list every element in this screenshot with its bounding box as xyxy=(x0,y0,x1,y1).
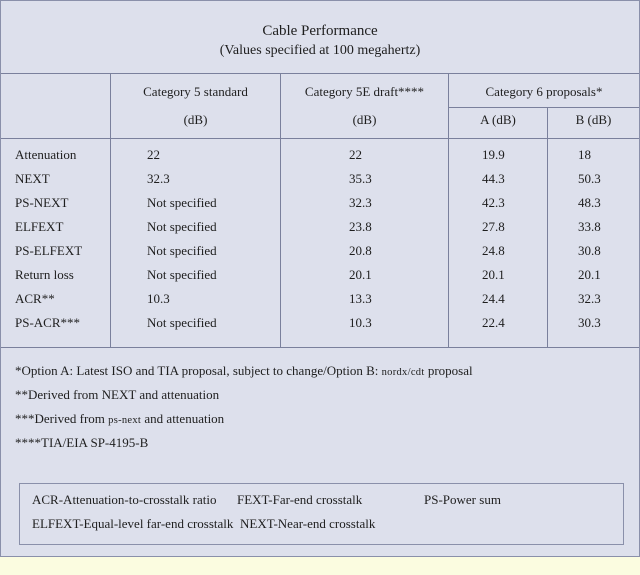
cell-cat5e: 13.3 xyxy=(349,291,372,306)
footnote-ps-acr-smallcaps: ps-next xyxy=(108,415,142,426)
cell-cat5e: 35.3 xyxy=(349,171,372,186)
header-cat5e: Category 5E draft**** xyxy=(304,84,425,99)
cell-cat5: 32.3 xyxy=(147,171,170,186)
legend-ps: PS-Power sum xyxy=(424,492,501,507)
rule-under-header xyxy=(1,138,639,139)
footnote-option-tail: proposal xyxy=(424,363,473,378)
row-label: Return loss xyxy=(15,267,74,282)
cell-cat5e: 10.3 xyxy=(349,315,372,330)
footnote-ps-acr-text: ***Derived from xyxy=(15,411,109,426)
cell-cat6-b: 48.3 xyxy=(578,195,601,210)
footnote-cat5e-source: ****TIA/EIA SP-4195-B xyxy=(15,435,149,450)
col-divider-1 xyxy=(110,73,111,347)
cell-cat6-b: 30.8 xyxy=(578,243,601,258)
header-cat6: Category 6 proposals* xyxy=(485,84,603,99)
cell-cat6-a: 24.8 xyxy=(482,243,505,258)
rule-cat6-subheader xyxy=(448,107,639,108)
col-divider-3 xyxy=(448,73,449,347)
cell-cat6-b: 20.1 xyxy=(578,267,601,282)
rule-under-data xyxy=(1,347,639,348)
footnote-acr: **Derived from NEXT and attenuation xyxy=(15,387,220,402)
table-subtitle: (Values specified at 100 megahertz) xyxy=(219,43,421,58)
cable-performance-card: Cable Performance (Values specified at 1… xyxy=(0,0,640,557)
cell-cat5e: 20.1 xyxy=(349,267,372,282)
footnote-ps-acr-tail: and attenuation xyxy=(141,411,225,426)
footnote-option-text: *Option A: Latest ISO and TIA proposal, … xyxy=(15,363,382,378)
row-label: PS-ELFEXT xyxy=(15,243,83,258)
rule-under-title xyxy=(1,73,639,74)
cell-cat6-a: 20.1 xyxy=(482,267,505,282)
header-cat5: Category 5 standard xyxy=(143,84,248,99)
header-cat6-b: B (dB) xyxy=(575,112,612,127)
col-divider-4 xyxy=(547,107,548,347)
header-cat5e-unit: (dB) xyxy=(352,112,377,127)
cell-cat5: Not specified xyxy=(147,219,217,234)
cell-cat5: Not specified xyxy=(147,315,217,330)
cell-cat6-b: 33.8 xyxy=(578,219,601,234)
header-cat5-unit: (dB) xyxy=(183,112,208,127)
abbreviation-legend: ACR-Attenuation-to-crosstalk ratio FEXT-… xyxy=(19,483,624,545)
row-label: ELFEXT xyxy=(15,219,64,234)
cell-cat5: 10.3 xyxy=(147,291,170,306)
cell-cat6-b: 18 xyxy=(578,147,591,162)
header-cat6-a: A (dB) xyxy=(480,112,516,127)
cell-cat6-a: 22.4 xyxy=(482,315,505,330)
cell-cat6-a: 44.3 xyxy=(482,171,505,186)
cell-cat5: Not specified xyxy=(147,243,217,258)
legend-elfext: ELFEXT-Equal-level far-end crosstalk xyxy=(32,516,234,531)
footnote-option-smallcaps: nordx/cdt xyxy=(381,367,425,378)
cell-cat6-a: 42.3 xyxy=(482,195,505,210)
cell-cat6-a: 24.4 xyxy=(482,291,505,306)
cell-cat5e: 23.8 xyxy=(349,219,372,234)
cell-cat5e: 22 xyxy=(349,147,362,162)
row-label: Attenuation xyxy=(15,147,77,162)
cell-cat6-a: 27.8 xyxy=(482,219,505,234)
col-divider-2 xyxy=(280,73,281,347)
cell-cat5: Not specified xyxy=(147,195,217,210)
cell-cat6-a: 19.9 xyxy=(482,147,505,162)
cell-cat5e: 20.8 xyxy=(349,243,372,258)
row-label: PS-ACR*** xyxy=(15,315,81,330)
footnote-option: *Option A: Latest ISO and TIA proposal, … xyxy=(15,363,473,381)
row-label: ACR** xyxy=(15,291,55,306)
cell-cat5: Not specified xyxy=(147,267,217,282)
legend-fext: FEXT-Far-end crosstalk xyxy=(237,492,363,507)
legend-acr: ACR-Attenuation-to-crosstalk ratio xyxy=(32,492,217,507)
cell-cat5: 22 xyxy=(147,147,160,162)
cell-cat6-b: 30.3 xyxy=(578,315,601,330)
cell-cat6-b: 32.3 xyxy=(578,291,601,306)
footnote-ps-acr: ***Derived from ps-next and attenuation xyxy=(15,411,224,429)
cell-cat6-b: 50.3 xyxy=(578,171,601,186)
table-title: Cable Performance xyxy=(262,23,378,39)
cell-cat5e: 32.3 xyxy=(349,195,372,210)
legend-next: NEXT-Near-end crosstalk xyxy=(240,516,376,531)
row-label: PS-NEXT xyxy=(15,195,69,210)
row-label: NEXT xyxy=(15,171,50,186)
